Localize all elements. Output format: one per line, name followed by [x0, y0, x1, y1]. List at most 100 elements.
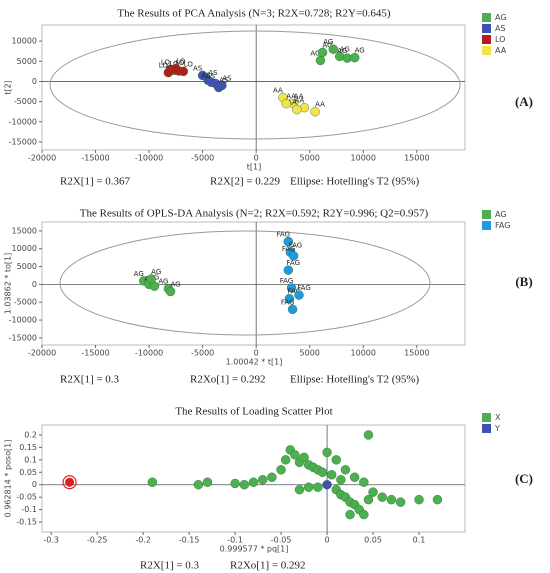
legend-label: X	[495, 413, 501, 422]
x-tick-label: -10000	[135, 349, 163, 358]
point	[313, 482, 323, 492]
legend-swatch	[482, 221, 491, 230]
legend-label: AA	[495, 46, 507, 55]
y-tick-label: 15000	[12, 226, 37, 235]
point	[349, 472, 360, 482]
panel-label: (C)	[515, 471, 533, 486]
point	[395, 497, 406, 507]
point-label: FAG	[281, 298, 294, 306]
point	[322, 480, 332, 490]
point	[432, 494, 443, 505]
point-label: FAG	[289, 241, 302, 249]
point-label: AS	[193, 64, 203, 72]
point-label: LO	[184, 60, 194, 68]
note: Ellipse: Hotelling's T2 (95%)	[290, 176, 420, 188]
x-tick-label: 15000	[404, 349, 429, 358]
point-label: AS	[219, 77, 229, 85]
x-tick-label: 5000	[300, 154, 320, 163]
point	[281, 98, 291, 109]
note: R2X[2] = 0.229	[210, 176, 281, 188]
point	[146, 274, 156, 284]
y-axis-label: 1.03862 * to[1]	[4, 253, 13, 315]
point	[359, 477, 369, 487]
point-label: FAG	[288, 288, 301, 296]
y-axis-label: t[2]	[4, 80, 13, 94]
point	[363, 494, 374, 505]
point	[303, 482, 314, 492]
point-label: FAG	[280, 277, 293, 285]
chart-title: The Results of OPLS-DA Analysis (N=2; R2…	[80, 208, 429, 220]
point-label: AS	[222, 74, 232, 82]
point	[299, 452, 309, 463]
note: R2X[1] = 0.3	[60, 374, 120, 386]
y-tick-label: 0	[32, 280, 37, 289]
point	[267, 472, 277, 482]
point	[349, 52, 360, 63]
chart-title: The Results of PCA Analysis (N=3; R2X=0.…	[117, 8, 390, 20]
legend-swatch	[482, 35, 491, 44]
chart-title: The Results of Loading Scatter Plot	[175, 406, 332, 418]
point-label: AG	[310, 49, 320, 57]
x-tick-label: 15000	[404, 154, 429, 163]
note: R2X[1] = 0.3	[140, 560, 200, 572]
y-tick-label: -0.1	[21, 505, 37, 514]
point	[239, 480, 250, 490]
x-tick-label: -0.3	[43, 536, 59, 545]
y-tick-label: 0	[32, 480, 37, 489]
x-tick-label: -5000	[191, 349, 214, 358]
highlight-point	[65, 477, 75, 487]
legend-label: FAG	[495, 221, 510, 230]
legend-label: Y	[494, 424, 500, 433]
x-tick-label: -20000	[28, 154, 56, 163]
point-label: AG	[323, 38, 333, 46]
x-tick-label: -0.25	[87, 536, 108, 545]
panel-label: (B)	[515, 274, 532, 289]
x-tick-label: 0	[254, 154, 259, 163]
legend-swatch	[482, 46, 491, 55]
point	[288, 251, 299, 261]
point	[317, 47, 328, 58]
y-tick-label: 0.1	[24, 455, 37, 464]
x-tick-label: 0	[325, 536, 330, 545]
point	[359, 509, 369, 520]
legend-label: AS	[495, 24, 506, 33]
hotelling-ellipse	[59, 230, 431, 336]
point-label: FAG	[277, 231, 290, 239]
x-tick-label: 0.05	[364, 536, 382, 545]
y-tick-label: -15000	[9, 137, 37, 146]
point	[345, 509, 355, 520]
point	[317, 467, 328, 477]
point-label: AS	[202, 71, 212, 79]
x-tick-label: 0.1	[413, 536, 426, 545]
x-tick-label: -0.05	[271, 536, 292, 545]
x-tick-label: -0.15	[179, 536, 200, 545]
point	[363, 430, 374, 440]
point	[414, 494, 424, 505]
point	[326, 470, 337, 480]
note: R2Xo[1] = 0.292	[230, 560, 306, 572]
y-tick-label: -5000	[14, 298, 37, 307]
y-tick-label: -15000	[9, 333, 37, 342]
point-label: AG	[337, 47, 347, 55]
y-tick-label: -0.15	[16, 518, 37, 527]
point	[276, 465, 286, 475]
y-tick-label: 0.05	[19, 468, 37, 477]
point	[206, 77, 216, 87]
x-axis-label: t[1]	[247, 163, 261, 172]
point	[310, 106, 320, 117]
point	[257, 475, 268, 485]
point	[377, 492, 387, 502]
panel-label: (A)	[515, 94, 533, 109]
point	[294, 290, 304, 300]
legend-swatch	[482, 210, 491, 219]
point-label: AS	[208, 69, 218, 77]
y-tick-label: 10000	[12, 244, 37, 253]
x-tick-label: -15000	[81, 349, 109, 358]
point	[368, 487, 378, 497]
point	[294, 484, 305, 495]
point-label: AA	[273, 87, 283, 95]
hotelling-ellipse	[49, 30, 461, 140]
y-tick-label: -5000	[14, 97, 37, 106]
